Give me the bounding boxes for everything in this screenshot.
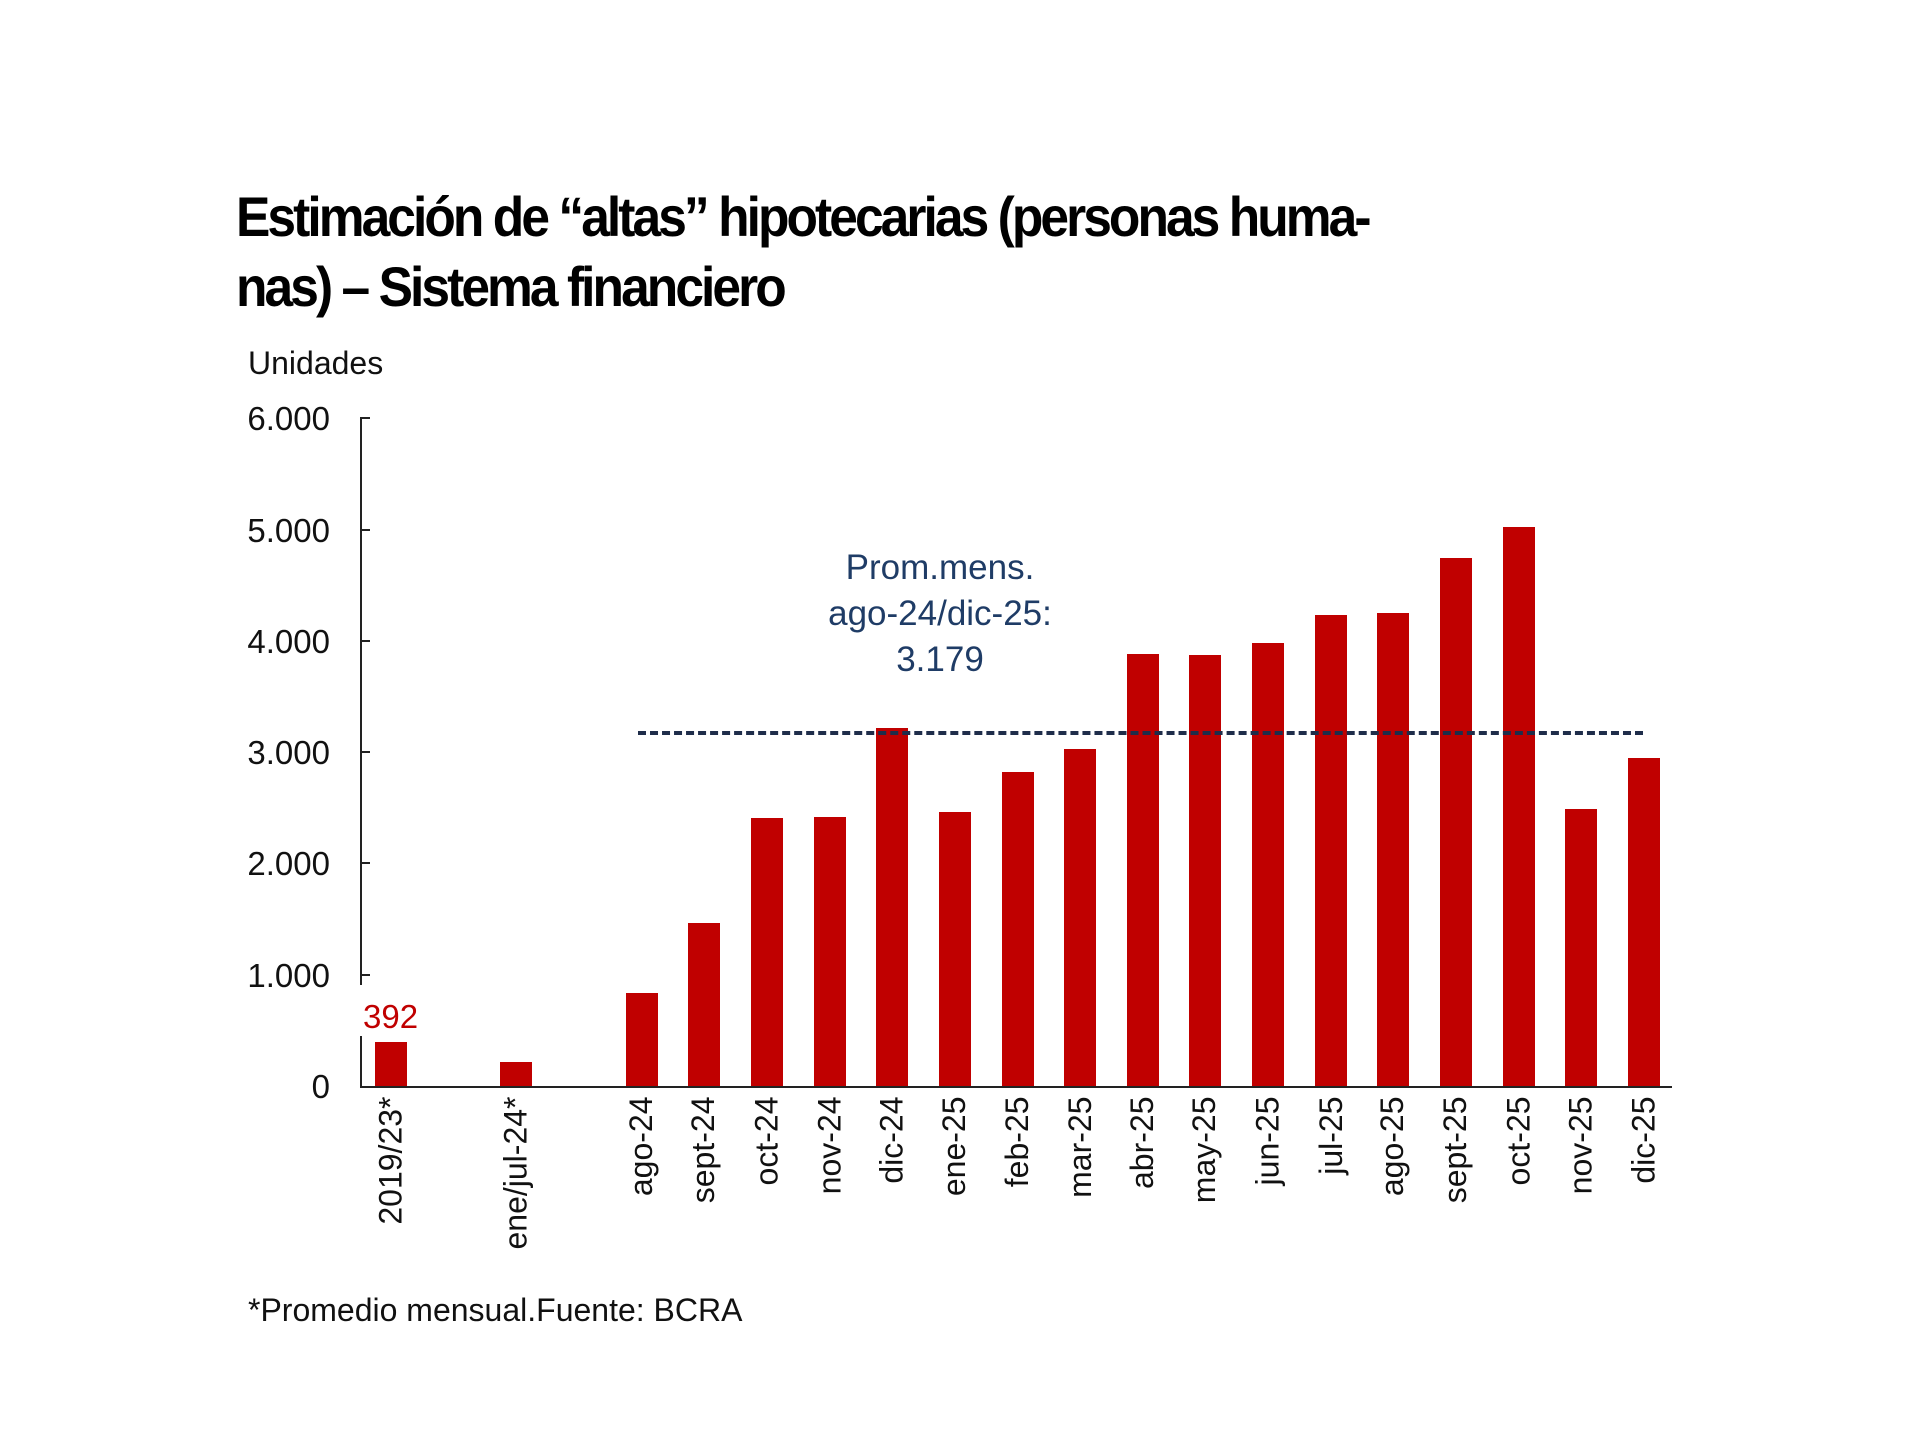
y-tick-label: 6.000 [247, 400, 330, 438]
x-tick-label-text: jul-25 [1312, 1096, 1349, 1175]
y-tick-mark [360, 639, 370, 642]
y-tick-mark [360, 751, 370, 754]
x-tick-label-text: mar-25 [1062, 1096, 1098, 1198]
bar [1064, 748, 1097, 1086]
bar [813, 816, 846, 1086]
x-tick-label-text: ene-25 [935, 1096, 972, 1197]
x-tick-label-text: ene/jul-24* [497, 1096, 534, 1250]
bar [500, 1061, 533, 1086]
x-tick-label-text: may-25 [1186, 1096, 1223, 1204]
y-axis-line-lower [360, 1036, 362, 1088]
x-tick-label-text: jun-25 [1249, 1096, 1286, 1186]
x-tick-label-text: dic-24 [873, 1096, 910, 1184]
y-tick-label: 4.000 [247, 622, 330, 660]
x-tick-label-text: 2019/23* [372, 1096, 409, 1225]
chart-title-line-1: Estimación de “altas” hipotecarias (pers… [236, 185, 1372, 248]
chart-title: Estimación de “altas” hipotecarias (pers… [236, 182, 1395, 322]
bar [1126, 654, 1159, 1086]
bar [1189, 655, 1222, 1086]
chart-title-line-2: nas) – Sistema financiero [236, 255, 787, 318]
bar [938, 812, 971, 1086]
average-annotation: Prom.mens. ago-24/dic-25: 3.179 [780, 545, 1100, 683]
bar-value-label: 392 [363, 998, 419, 1035]
y-tick-label: 2.000 [247, 845, 330, 883]
x-tick-label-text: feb-25 [998, 1096, 1035, 1188]
x-tick-label-text: ago-24 [622, 1096, 659, 1197]
y-tick-mark [360, 862, 370, 865]
bar [750, 817, 783, 1086]
bar [1628, 758, 1660, 1086]
y-tick-label: 1.000 [247, 956, 330, 994]
y-tick-label: 3.000 [247, 734, 330, 772]
x-tick-label-text: sept-24 [685, 1096, 722, 1204]
x-tick-label-text: sept-25 [1437, 1096, 1474, 1204]
x-tick-label-text: oct-24 [748, 1096, 785, 1186]
bar [688, 922, 721, 1086]
average-reference-line [638, 731, 1643, 735]
bar [1252, 643, 1285, 1086]
footnote-source: *Promedio mensual.Fuente: BCRA [248, 1292, 743, 1328]
annotation-line-2: ago-24/dic-25: [828, 594, 1052, 633]
bar [1001, 772, 1034, 1086]
y-axis-line-upper [360, 418, 362, 985]
x-tick-label-text: ago-25 [1374, 1096, 1411, 1197]
x-tick-label-text: nov-25 [1562, 1096, 1599, 1195]
bar [1314, 615, 1347, 1086]
y-tick-label: 0 [311, 1068, 330, 1105]
x-axis-line [360, 1086, 1672, 1088]
bar [1502, 527, 1535, 1086]
y-tick-mark [360, 973, 370, 976]
bar [625, 993, 658, 1086]
bar [876, 728, 909, 1086]
y-tick-mark [360, 528, 370, 531]
y-axis-unit-label: Unidades [248, 345, 384, 381]
x-tick-label-text: dic-25 [1625, 1096, 1662, 1184]
y-tick-label: 5.000 [247, 511, 330, 549]
x-tick-label-text: oct-25 [1500, 1096, 1537, 1186]
y-tick-mark [360, 417, 370, 420]
bar [1565, 808, 1598, 1086]
bar [375, 1042, 407, 1086]
bar [1377, 612, 1410, 1086]
x-tick-label-text: nov-24 [810, 1096, 847, 1195]
annotation-line-3: 3.179 [896, 640, 984, 679]
x-tick-label-text: abr-25 [1123, 1096, 1160, 1190]
annotation-line-1: Prom.mens. [845, 548, 1035, 587]
bar [1440, 557, 1473, 1086]
